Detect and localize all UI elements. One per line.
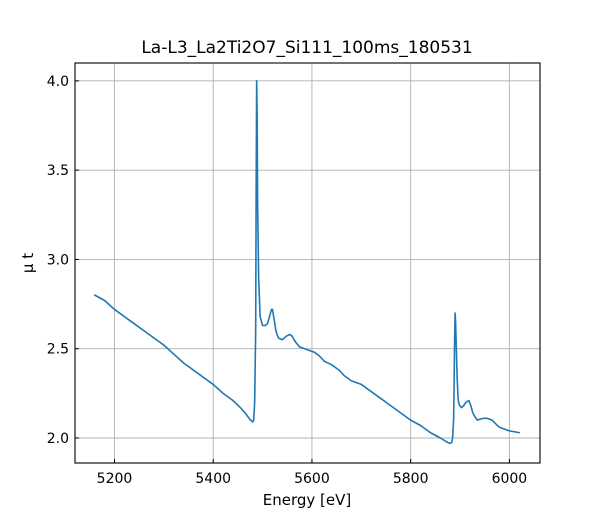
y-tick-label: 2.5 <box>47 342 69 358</box>
gridlines <box>75 63 540 463</box>
x-tick-label: 5400 <box>195 471 231 487</box>
x-axis: 5200 5400 5600 5800 6000 <box>97 459 528 487</box>
x-tick-label: 6000 <box>492 471 528 487</box>
x-tick-label: 5200 <box>97 471 133 487</box>
chart-title: La-L3_La2Ti2O7_Si111_100ms_180531 <box>141 38 472 58</box>
y-tick-label: 3.5 <box>47 163 69 179</box>
series-line <box>93 80 521 445</box>
x-tick-label: 5600 <box>294 471 330 487</box>
x-axis-label: Energy [eV] <box>263 491 351 509</box>
y-axis: 2.0 2.5 3.0 3.5 4.0 <box>47 74 79 447</box>
y-tick-label: 3.0 <box>47 252 69 268</box>
y-tick-label: 4.0 <box>47 74 69 90</box>
x-tick-label: 5800 <box>393 471 429 487</box>
y-axis-label: μ t <box>19 253 37 273</box>
plot-area <box>93 80 521 445</box>
plot-frame <box>74 62 541 464</box>
y-tick-label: 2.0 <box>47 431 69 447</box>
